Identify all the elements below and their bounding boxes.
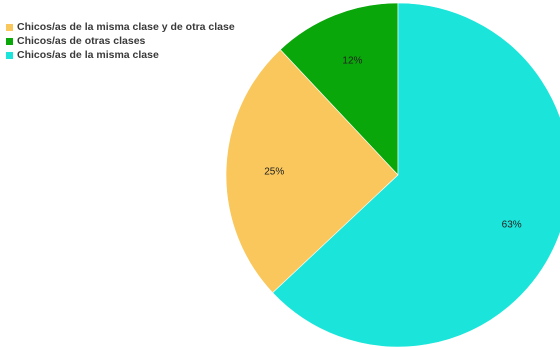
pie-slice: [279, 2, 399, 176]
slice-percentage-label: 25%: [264, 167, 284, 178]
legend-label: Chicos/as de la misma clase y de otra cl…: [17, 21, 235, 33]
pie-slice: [225, 49, 399, 294]
legend-swatch: [6, 23, 13, 31]
pie-slice: [272, 2, 560, 347]
slice-percentage-label: 63%: [502, 220, 522, 231]
chart-legend: Chicos/as de la misma clase y de otra cl…: [6, 20, 235, 62]
legend-label: Chicos/as de otras clases: [17, 35, 146, 47]
legend-item: Chicos/as de otras clases: [6, 34, 235, 48]
legend-item: Chicos/as de la misma clase: [6, 48, 235, 62]
legend-swatch: [6, 51, 13, 59]
slice-percentage-label: 12%: [342, 55, 362, 66]
legend-label: Chicos/as de la misma clase: [17, 49, 159, 61]
legend-item: Chicos/as de la misma clase y de otra cl…: [6, 20, 235, 34]
legend-swatch: [6, 37, 13, 45]
